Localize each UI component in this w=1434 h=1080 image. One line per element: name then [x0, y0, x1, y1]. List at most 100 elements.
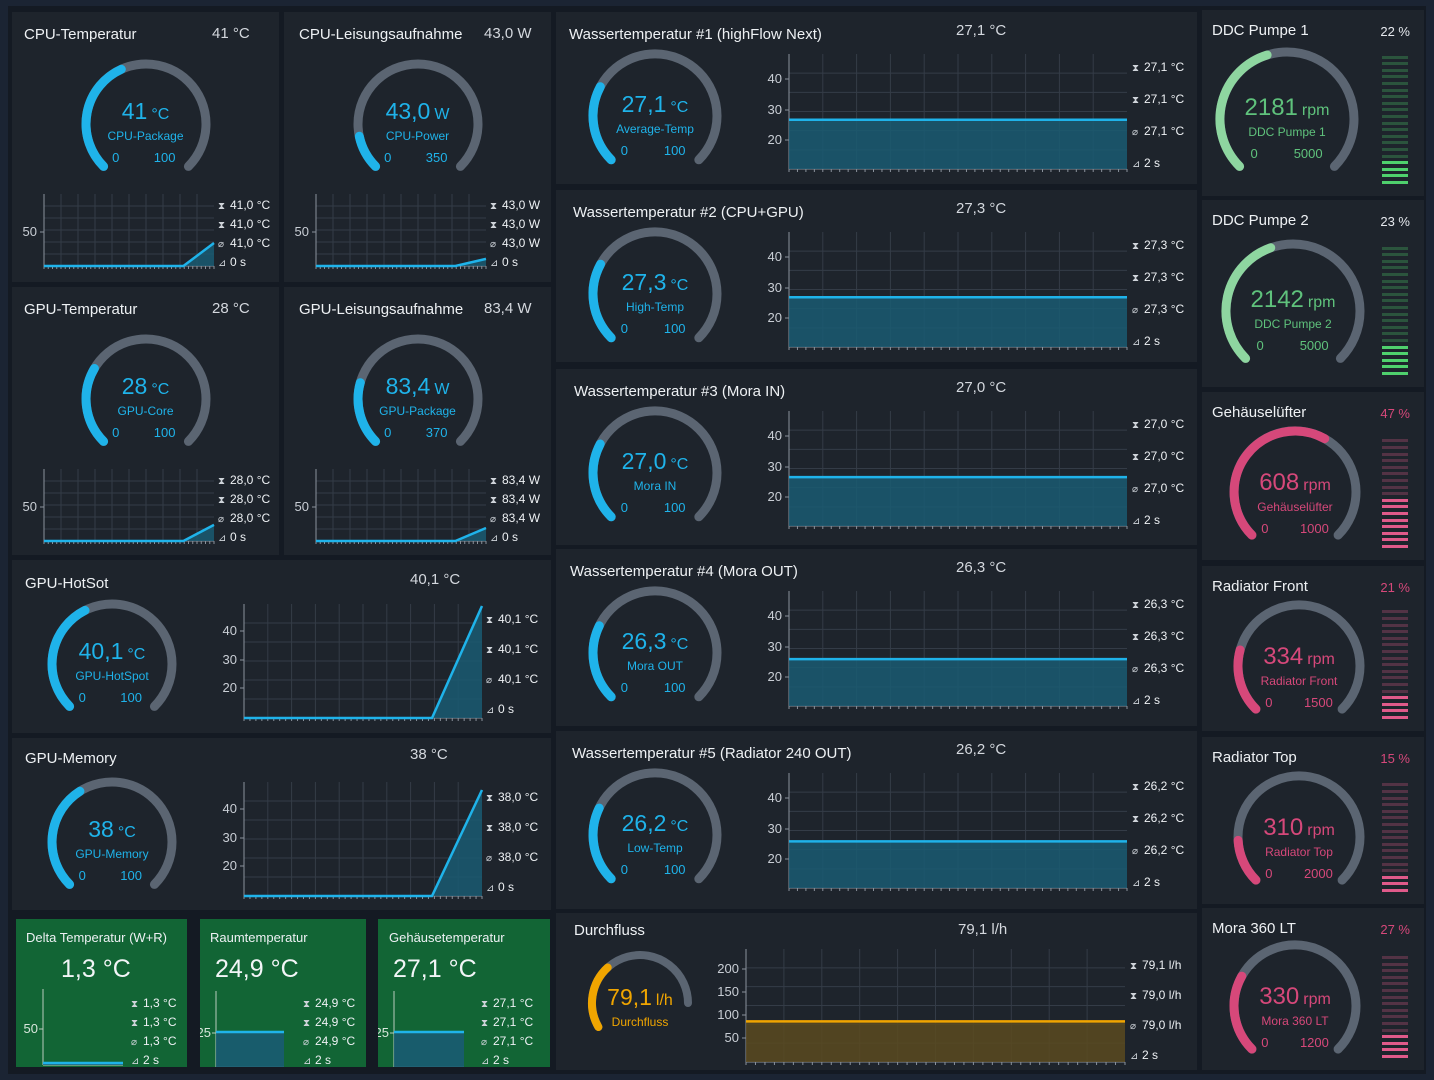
panel-gpu-hotspot[interactable]: GPU-HotSot 40,1 °C 40,1 °C GPU-HotSpot 0 100 40…	[12, 560, 551, 733]
chart-plot	[390, 991, 464, 1067]
panel-ddc-pump-1[interactable]: DDC Pumpe 1 22 % 2181 rpm DDC Pumpe 1 0 5000	[1202, 10, 1424, 196]
panel-delta-temperature[interactable]: Delta Temperatur (W+R) 1,3 °C 50 ⧗ 1,3 °C ⧗ 1,…	[16, 919, 187, 1067]
stat-interval: ⊿ 2 s	[1130, 1048, 1158, 1062]
panel-case-fan[interactable]: Gehäuselüfter 47 % 608 rpm Gehäuselüfter 0 100…	[1202, 392, 1424, 560]
gauge-label: GPU-HotSpot	[75, 669, 149, 683]
gauge-arc	[1215, 47, 1359, 171]
gauge-unit: W	[434, 106, 450, 123]
panel-case-temperature[interactable]: Gehäusetemperatur 27,1 °C 25 ⧗ 27,1 °C ⧗ 27,1 …	[378, 919, 550, 1067]
average-icon: ⌀	[490, 239, 497, 250]
gauge-unit: °C	[127, 646, 146, 663]
stat-interval: ⊿ 0 s	[218, 530, 246, 544]
level-segment	[1382, 518, 1408, 522]
stat-value: 2 s	[315, 1053, 332, 1067]
panel-radiator-top[interactable]: Radiator Top 15 % 310 rpm Radiator Top 0 2000	[1202, 737, 1424, 904]
header-value: 41 °C	[212, 25, 250, 42]
panel-water-3[interactable]: Wassertemperatur #3 (Mora IN) 27,0 °C 27,0…	[556, 369, 1197, 545]
panel-title: GPU-Leisungsaufnahme	[299, 301, 464, 318]
panel-gpu-temperature[interactable]: GPU-Temperatur 28 °C 28 °C GPU-Core 0 100 50 ⧗ 28…	[12, 287, 279, 555]
level-segment	[1382, 630, 1408, 634]
stat-interval: ⊿ 2 s	[303, 1053, 331, 1067]
level-segment	[1382, 783, 1408, 787]
stat-value: 1,3 °C	[143, 1015, 177, 1029]
gauge-number: 28	[121, 373, 148, 399]
gauge: 608 rpm Gehäuselüfter 0 1000	[1228, 425, 1362, 559]
level-segment	[1382, 492, 1408, 496]
gauge-value: 40,1 °C	[46, 638, 178, 665]
stat-min: ⧗ 43,0 W	[490, 217, 540, 231]
hourglass-icon: ⧗	[1132, 420, 1140, 431]
big-value: 1,3 °C	[61, 955, 131, 983]
gauge-value: 310 rpm	[1232, 814, 1366, 842]
stat-value: 27,1 °C	[493, 1034, 534, 1048]
panel-room-temperature[interactable]: Raumtemperatur 24,9 °C 25 ⧗ 24,9 °C ⧗ 24,9 °C ⌀…	[200, 919, 366, 1067]
level-segment	[1382, 836, 1408, 840]
panel-water-5[interactable]: Wassertemperatur #5 (Radiator 240 OUT) 26…	[556, 731, 1197, 909]
level-segment	[1382, 174, 1408, 178]
chart-line	[44, 523, 215, 543]
gauge-max: 1500	[1303, 695, 1333, 711]
panel-radiator-front[interactable]: Radiator Front 21 % 334 rpm Radiator Front 0 1…	[1202, 566, 1424, 731]
gauge-number: 26,2	[621, 810, 667, 836]
level-segment	[1382, 790, 1408, 793]
delta-icon: ⊿	[1132, 159, 1141, 170]
panel-title: Wassertemperatur #4 (Mora OUT)	[570, 563, 798, 580]
average-icon: ⌀	[1132, 664, 1139, 675]
level-segment	[1382, 134, 1408, 138]
big-value: 24,9 °C	[215, 955, 299, 983]
panel-water-1[interactable]: Wassertemperatur #1 (highFlow Next) 27,1 …	[556, 12, 1197, 184]
y-tick-label: 50	[22, 224, 37, 239]
gauge: 334 rpm Radiator Front 0 1500	[1232, 599, 1366, 731]
gauge-number: 38	[88, 816, 114, 842]
gauge-unit: rpm	[1307, 651, 1335, 669]
gauge-value: 608 rpm	[1228, 469, 1362, 497]
panel-flow[interactable]: Durchfluss 79,1 l/h 79,1 l/h Durchfluss 200 15…	[556, 913, 1197, 1070]
level-segment	[1382, 95, 1408, 99]
stat-value: 26,2 °C	[1144, 811, 1185, 825]
gauge-unit: rpm	[1303, 991, 1331, 1009]
stat-max: ⧗ 27,0 °C	[1132, 417, 1184, 431]
percent-value: 27 %	[1380, 922, 1410, 937]
panel-cpu-temperature[interactable]: CPU-Temperatur 41 °C 41 °C CPU-Package 0 100 50…	[12, 12, 279, 282]
panel-cpu-power[interactable]: CPU-Leisungsaufnahme 43,0 W 43,0 W CPU-Power…	[284, 12, 551, 282]
level-segment	[1382, 610, 1408, 614]
stat-value: 26,2 °C	[1144, 779, 1185, 793]
chart-plot	[785, 54, 1128, 172]
panel-gpu-memory[interactable]: GPU-Memory 38 °C 38 °C GPU-Memory 0 100 40 30 20 ⧗…	[12, 738, 551, 910]
gauge: 41 °C CPU-Package 0 100	[80, 58, 212, 190]
y-tick-label: 20	[767, 851, 782, 866]
gauge-number: 79,1	[607, 984, 652, 1010]
y-tick-label: 20	[767, 310, 782, 325]
stat-value: 83,4 W	[502, 492, 541, 506]
hourglass-icon: ⧗	[490, 476, 498, 487]
chart-area	[316, 528, 486, 541]
panel-water-2[interactable]: Wassertemperatur #2 (CPU+GPU) 27,3 °C 27,3…	[556, 190, 1197, 362]
gauge-max: 5000	[1299, 338, 1329, 354]
y-tick-label: 100	[717, 1007, 739, 1022]
gauge-value: 26,3 °C	[587, 628, 723, 655]
hourglass-icon: ⧗	[1132, 782, 1140, 793]
y-tick-label: 50	[724, 1030, 739, 1045]
y-tick-label: 50	[23, 1021, 38, 1036]
level-segment	[1382, 816, 1408, 820]
history-chart: 50	[23, 469, 215, 544]
gauge-min: 0	[78, 868, 86, 883]
header-value: 40,1 °C	[410, 571, 461, 588]
chart-area	[216, 1032, 284, 1067]
stat-value: 27,1 °C	[1144, 92, 1185, 106]
stat-value: 1,3 °C	[143, 996, 177, 1010]
gauge-min: 0	[1250, 146, 1258, 162]
panel-mora-360[interactable]: Mora 360 LT 27 % 330 rpm Mora 360 LT 0 1200	[1202, 908, 1424, 1070]
stat-avg: ⌀ 38,0 °C	[486, 850, 538, 864]
average-icon: ⌀	[490, 514, 497, 525]
stat-interval: ⊿ 2 s	[481, 1053, 509, 1067]
gauge-unit: °C	[151, 106, 170, 123]
level-segment	[1382, 869, 1408, 873]
panel-gpu-power[interactable]: GPU-Leisungsaufnahme 83,4 W 83,4 W GPU-Packa…	[284, 287, 551, 555]
gauge-unit: °C	[670, 277, 689, 294]
gauge-fill	[47, 605, 90, 711]
average-icon: ⌀	[1132, 846, 1139, 857]
panel-ddc-pump-2[interactable]: DDC Pumpe 2 23 % 2142 rpm DDC Pumpe 2 0 5000	[1202, 200, 1424, 387]
stat-value: 43,0 W	[502, 217, 541, 231]
panel-water-4[interactable]: Wassertemperatur #4 (Mora OUT) 26,3 °C 26,…	[556, 549, 1197, 726]
